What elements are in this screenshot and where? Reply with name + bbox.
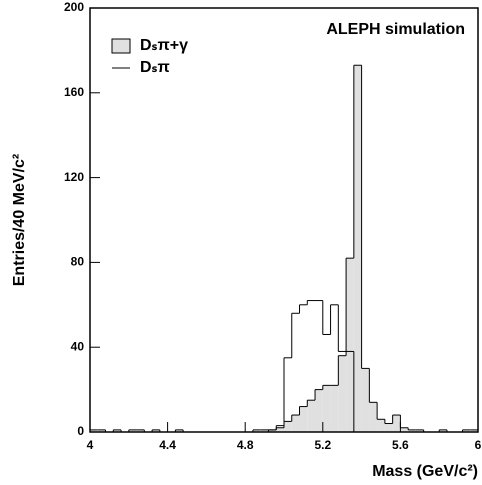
x-tick-label: 4 [87,438,94,452]
bar [322,385,331,432]
bar [276,427,284,432]
x-tick-label: 6 [475,438,482,452]
bar [377,419,385,432]
plot-frame [89,7,479,433]
bar [268,429,277,432]
bar [338,355,347,432]
x-tick-label: 5.2 [314,438,331,452]
bar [291,415,300,432]
bar [353,65,362,433]
bar [113,429,122,432]
bar [136,429,145,432]
bar [97,429,106,432]
bar [369,402,378,432]
bar [415,429,424,432]
bar [315,389,323,432]
legend-swatch [111,38,131,54]
bar [90,429,98,432]
bar [128,429,137,432]
x-tick-label: 4.4 [159,438,176,452]
y-tick-label: 40 [71,339,85,353]
bar [384,423,393,432]
bar [284,421,292,432]
bar [462,429,471,432]
bar [330,385,339,432]
bar [346,258,354,432]
bar [252,429,261,432]
bar [299,406,308,432]
y-tick-label: 120 [64,170,84,184]
bar [152,429,160,432]
y-tick-label: 80 [71,255,85,269]
chart-title: ALEPH simulation [326,21,465,38]
bar [470,429,478,432]
x-axis-label: Mass (GeV/c²) [372,463,478,480]
legend-label: Dₛπ [140,59,170,76]
y-tick-label: 200 [64,0,84,14]
y-axis-label: Entries/40 MeV/c² [11,154,28,287]
x-tick-label: 4.8 [237,438,254,452]
bar [260,429,269,432]
x-tick-label: 5.6 [392,438,409,452]
bar [392,415,401,432]
bar [175,429,184,432]
bar [361,368,370,432]
bar [439,429,447,432]
y-tick-label: 0 [77,424,84,438]
bar [307,400,316,432]
legend-label: Dₛπ+γ [140,37,188,54]
bar [408,429,416,432]
y-tick-label: 160 [64,85,84,99]
bar [400,427,409,432]
